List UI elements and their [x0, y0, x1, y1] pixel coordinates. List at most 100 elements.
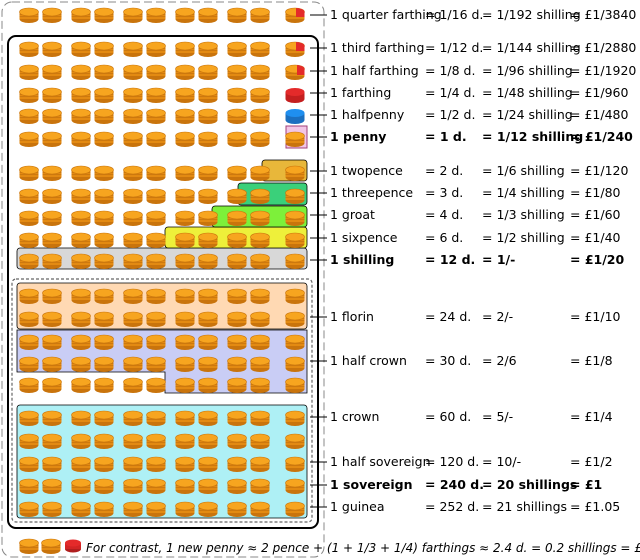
shilling-group-outline [11, 278, 313, 523]
coin-stack [19, 87, 39, 104]
coin-stack [227, 188, 247, 205]
coin-stack [123, 456, 143, 473]
coin-name: 1 shilling [330, 252, 394, 267]
coin-stack [175, 433, 195, 450]
coin-stack [123, 64, 143, 81]
coin-stack [285, 334, 305, 351]
coin-stack [198, 311, 218, 328]
coin-stack [198, 232, 218, 249]
coin-stack [250, 232, 270, 249]
coin-stack [123, 7, 143, 24]
coin-stack [94, 456, 114, 473]
coin-stack [42, 232, 62, 249]
coin-stack [123, 108, 143, 125]
coin-stack [71, 377, 91, 394]
coin-stack [198, 288, 218, 305]
top-dashed-outline [1, 1, 325, 558]
value-pounds: = £1/1920 [570, 63, 636, 78]
coin-name: 1 third farthing [330, 40, 424, 55]
coin-stack [250, 165, 270, 182]
coin-stack [175, 311, 195, 328]
coin-stack [175, 456, 195, 473]
coin-stack [94, 478, 114, 495]
coin-stack [146, 131, 166, 148]
coin-stack [71, 288, 91, 305]
coin-stack [146, 433, 166, 450]
coin-stack [285, 433, 305, 450]
coin-stack [71, 253, 91, 270]
coin-stack [71, 478, 91, 495]
value-shillings: = 1/12 shilling [482, 129, 583, 144]
coin-stack [227, 41, 247, 58]
coin-stack [42, 87, 62, 104]
coin-stack [227, 433, 247, 450]
coin-stack [146, 165, 166, 182]
value-pence: = 120 d. [425, 454, 479, 469]
coin-stack [71, 456, 91, 473]
coin-stack [94, 356, 114, 373]
value-shillings: = 2/- [482, 309, 513, 324]
coin-stack [19, 478, 39, 495]
coin-stack [42, 288, 62, 305]
coin-stack [42, 501, 62, 518]
coin-stack [227, 410, 247, 427]
value-pounds: = £1/10 [570, 309, 621, 324]
coin-stack [123, 210, 143, 227]
coin-stack [146, 456, 166, 473]
coin-stack [19, 410, 39, 427]
value-pounds: = £1/960 [570, 85, 628, 100]
coin-stack [94, 253, 114, 270]
coin-stack [285, 253, 305, 270]
coin-stack [175, 478, 195, 495]
coin-stack [198, 41, 218, 58]
coin-stack [71, 210, 91, 227]
coin-stack [94, 210, 114, 227]
coin-stack [198, 188, 218, 205]
coin-stack [250, 210, 270, 227]
value-shillings: = 1/- [482, 252, 515, 267]
coin-name: 1 groat [330, 207, 375, 222]
coin-stack [250, 288, 270, 305]
value-shillings: = 21 shillings [482, 499, 567, 514]
coin-stack [227, 131, 247, 148]
coin-stack [250, 41, 270, 58]
coin-stack [227, 356, 247, 373]
coin-stack [71, 410, 91, 427]
value-pounds: = £1/120 [570, 163, 628, 178]
coin-stack [19, 210, 39, 227]
coin-stack [146, 87, 166, 104]
coin-stack [71, 501, 91, 518]
coin-name: 1 sovereign [330, 477, 412, 492]
coin-stack [146, 64, 166, 81]
coin-stack [227, 288, 247, 305]
coin-stack [123, 478, 143, 495]
coin-stack [123, 433, 143, 450]
coin-stack [227, 232, 247, 249]
coin-stack [285, 377, 305, 394]
coin-stack [94, 334, 114, 351]
coin-stack [227, 108, 247, 125]
coin-stack [19, 41, 39, 58]
coin-stack [227, 64, 247, 81]
coin-stack [42, 311, 62, 328]
coin-stack [19, 7, 39, 24]
value-shillings: = 1/48 shilling [482, 85, 573, 100]
coin-stack [227, 377, 247, 394]
coin-stack [123, 377, 143, 394]
value-shillings: = 5/- [482, 409, 513, 424]
coin-stack [227, 7, 247, 24]
value-pence: = 2 d. [425, 163, 463, 178]
coin-stack [285, 131, 305, 148]
coin-stack [123, 41, 143, 58]
coin-stack [250, 188, 270, 205]
coin-stack [123, 410, 143, 427]
coin-stack [71, 64, 91, 81]
coin-stack [19, 433, 39, 450]
coin-stack [175, 288, 195, 305]
value-pence: = 4 d. [425, 207, 463, 222]
coin-name: 1 half sovereign [330, 454, 431, 469]
value-shillings: = 1/6 shilling [482, 163, 565, 178]
value-shillings: = 2/6 [482, 353, 517, 368]
coin-stack [42, 41, 62, 58]
equivalence-table: 1 quarter farthing= 1/16 d.= 1/192 shill… [330, 7, 636, 514]
